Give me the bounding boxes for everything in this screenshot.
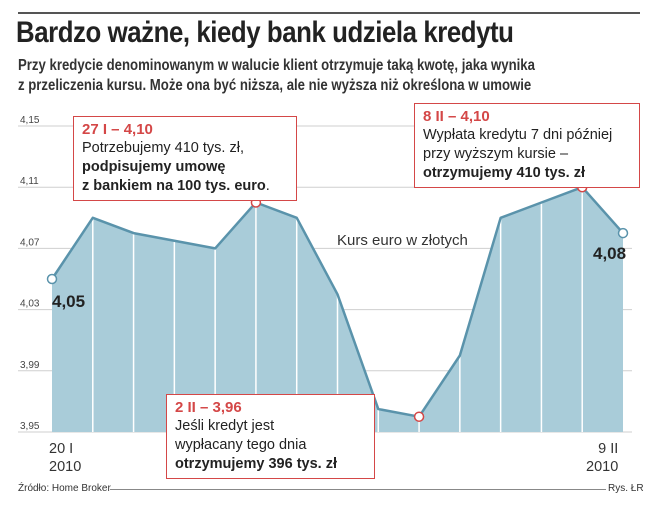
callout-b-bold1: otrzymujemy 410 tys. zł <box>423 165 585 181</box>
callout-a-bold1: podpisujemy umowę <box>82 159 226 175</box>
callout-c-line2: wypłacany tego dnia <box>175 437 307 453</box>
chart-subtitle: Przy kredycie denominowanym w walucie kl… <box>18 56 630 96</box>
footer-source: Źródło: Home Broker <box>18 483 111 494</box>
end-point-marker <box>617 227 629 239</box>
y-tick-label: 4,15 <box>20 115 40 126</box>
callout-a-head: 27 I – 4,10 <box>82 121 153 138</box>
y-tick-label: 4,11 <box>20 176 39 187</box>
x-start-year: 2010 <box>49 459 82 475</box>
y-tick-label: 3,95 <box>20 421 40 432</box>
x-start-day: 20 I <box>49 441 74 457</box>
end-value-label: 4,08 <box>593 244 627 263</box>
x-label-start: 20 I 2010 <box>49 440 81 476</box>
callout-c-head: 2 II – 3,96 <box>175 399 242 416</box>
callout-b-head: 8 II – 4,10 <box>423 108 490 125</box>
footer-rule <box>110 489 606 490</box>
callout-payout-low: 2 II – 3,96 Jeśli kredyt jest wypłacany … <box>166 394 375 479</box>
start-point-marker <box>46 273 58 285</box>
subtitle-line-1: Przy kredycie denominowanym w walucie kl… <box>18 57 535 74</box>
x-end-day: 9 II <box>598 441 619 457</box>
start-value-label: 4,05 <box>52 292 86 311</box>
x-end-year: 2010 <box>586 459 619 475</box>
x-label-end: 9 II 2010 <box>586 440 618 476</box>
chart-title: Bardzo ważne, kiedy bank udziela kredytu <box>16 16 514 49</box>
y-tick-label: 3,99 <box>20 360 40 371</box>
callout-a-bold2: z bankiem na 100 tys. euro <box>82 178 266 194</box>
callout-a-tail: . <box>265 178 270 194</box>
y-tick-label: 4,03 <box>20 299 40 310</box>
callout-a-line1: Potrzebujemy 410 tys. zł, <box>82 140 244 156</box>
callout-b-line1: Wypłata kredytu 7 dni później <box>423 127 613 143</box>
callout-contract-signing: 27 I – 4,10 Potrzebujemy 410 tys. zł, po… <box>73 116 297 201</box>
series-line <box>50 185 624 418</box>
footer-credit: Rys. ŁR <box>608 483 644 494</box>
highlight-point-marker <box>413 411 425 422</box>
callout-payout-later: 8 II – 4,10 Wypłata kredytu 7 dni późnie… <box>414 103 640 188</box>
callout-c-line1: Jeśli kredyt jest <box>175 418 275 434</box>
top-rule <box>18 12 640 14</box>
callout-c-bold1: otrzymujemy 396 tys. zł <box>175 456 337 472</box>
subtitle-line-2: z przeliczenia kursu. Może ona być niższ… <box>18 77 532 94</box>
series-label: Kurs euro w złotych <box>337 232 468 249</box>
y-tick-label: 4,07 <box>20 237 40 248</box>
callout-b-line2: przy wyższym kursie – <box>423 146 569 162</box>
